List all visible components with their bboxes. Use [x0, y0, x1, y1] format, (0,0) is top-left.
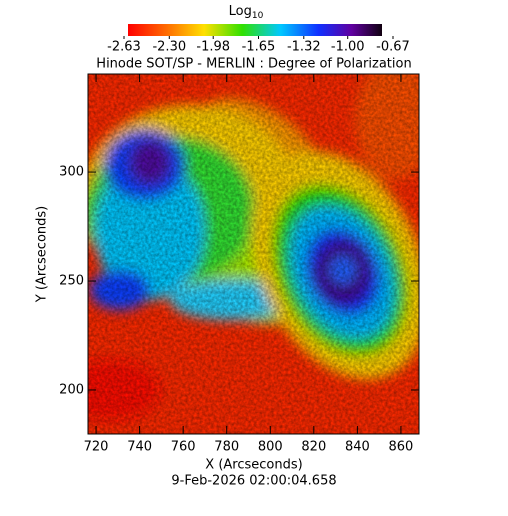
- y-axis-label: Y (Arcseconds): [35, 206, 50, 303]
- x-tick-label: 760: [171, 440, 196, 455]
- y-tick-label: 250: [59, 274, 84, 289]
- colorbar-label: Log10: [229, 4, 264, 21]
- y-tick-label: 200: [59, 382, 84, 397]
- colorbar-tick-label: -1.00: [331, 40, 365, 55]
- colorbar: [128, 24, 382, 36]
- y-tick-label: 300: [59, 165, 84, 180]
- colorbar-tick-label: -1.65: [242, 40, 276, 55]
- x-tick-label: 820: [301, 440, 326, 455]
- colorbar-tick-label: -1.98: [196, 40, 230, 55]
- x-tick-label: 720: [84, 440, 109, 455]
- chart-title: Hinode SOT/SP - MERLIN : Degree of Polar…: [96, 57, 411, 72]
- colorbar-tick-label: -2.30: [152, 40, 186, 55]
- footer-timestamp: 9-Feb-2026 02:00:04.658: [171, 474, 336, 489]
- image: [88, 74, 419, 434]
- colorbar-tick-label: -0.67: [376, 40, 410, 55]
- x-axis-label: X (Arcseconds): [205, 458, 302, 473]
- x-tick-label: 780: [214, 440, 239, 455]
- x-tick-label: 860: [389, 440, 414, 455]
- x-tick-label: 840: [345, 440, 370, 455]
- x-tick-label: 740: [127, 440, 152, 455]
- plot-frame: [87, 73, 420, 435]
- colorbar-tick-label: -1.32: [287, 40, 321, 55]
- x-tick-label: 800: [258, 440, 283, 455]
- colorbar-tick-label: -2.63: [107, 40, 141, 55]
